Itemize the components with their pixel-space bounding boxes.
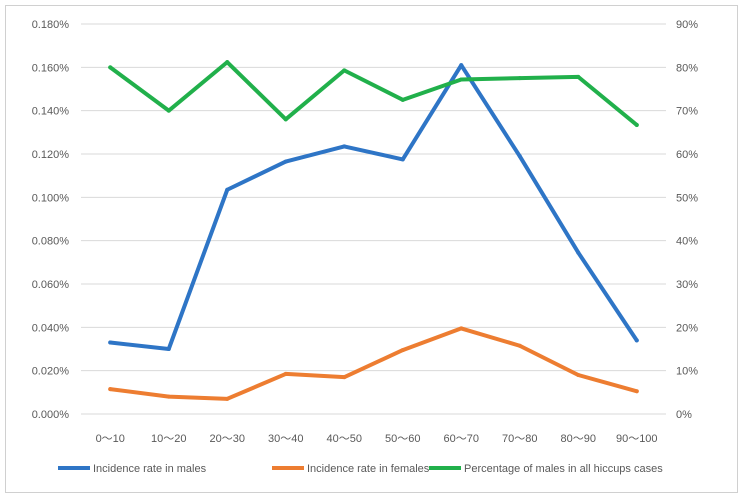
line-chart: 0.000% 0.020% 0.040% 0.060% 0.080% 0.100% 0.12… (32, 19, 699, 475)
series-1-point (634, 338, 639, 343)
series-2-point (108, 387, 113, 392)
legend-label: Incidence rate in males (93, 463, 207, 475)
x-tick-label: 30～40 (268, 433, 303, 445)
series-1-point (459, 63, 464, 68)
left-tick-label: 0.140% (32, 106, 70, 118)
x-axis: 0～10 10～20 20～30 30～40 40～50 50～60 60～70 70～80 8… (96, 433, 658, 445)
right-tick-label: 50% (676, 192, 698, 204)
series-1-point (166, 347, 171, 351)
right-tick-label: 10% (676, 366, 698, 378)
series-1-point (225, 187, 230, 192)
series-3-point (634, 122, 639, 127)
series-2-point (634, 389, 639, 394)
legend: Incidence rate in males Incidence rate in… (58, 463, 663, 475)
left-tick-label: 0.080% (32, 236, 70, 248)
series-1-point (576, 250, 581, 255)
right-tick-label: 80% (676, 62, 698, 74)
x-tick-label: 10～20 (151, 433, 186, 445)
series-line-2 (108, 326, 639, 401)
chart-frame: 0.000% 0.020% 0.040% 0.060% 0.080% 0.100% 0.12… (5, 5, 738, 493)
series-1-point (108, 340, 113, 345)
series-3-point (576, 74, 581, 79)
series-lines (108, 60, 639, 401)
series-3-point (225, 60, 230, 65)
series-2-point (166, 394, 171, 399)
x-tick-label: 0～10 (96, 433, 125, 445)
right-tick-label: 40% (676, 236, 698, 248)
series-3-point (283, 117, 288, 122)
x-tick-label: 90～100 (616, 433, 658, 445)
x-tick-label: 80～90 (561, 433, 596, 445)
right-y-axis: 0% 10% 20% 30% 40% 50% 60% 70% 80% 90% (676, 19, 698, 421)
legend-label: Incidence rate in females (307, 463, 430, 475)
left-tick-label: 0.100% (32, 192, 70, 204)
legend-label: Percentage of males in all hiccups cases (464, 463, 663, 475)
x-tick-label: 20～30 (210, 433, 245, 445)
right-tick-label: 0% (676, 409, 692, 421)
series-line-3 (108, 60, 639, 127)
series-3-point (517, 76, 522, 81)
right-tick-label: 60% (676, 149, 698, 161)
right-tick-label: 70% (676, 106, 698, 118)
series-1-point (342, 144, 347, 149)
gridlines (81, 23, 666, 415)
left-tick-label: 0.040% (32, 322, 70, 334)
series-3-point (166, 108, 171, 113)
series-2-point (400, 348, 405, 353)
x-tick-label: 60～70 (444, 433, 479, 445)
series-2-point (225, 396, 230, 401)
x-tick-label: 40～50 (327, 433, 362, 445)
x-tick-label: 50～60 (385, 433, 420, 445)
left-tick-label: 0.160% (32, 62, 70, 74)
series-3-point (400, 97, 405, 102)
left-tick-label: 0.120% (32, 149, 70, 161)
left-tick-label: 0.020% (32, 366, 70, 378)
series-2-point (283, 371, 288, 376)
series-1-point (283, 159, 288, 164)
series-3-point (108, 65, 113, 70)
left-tick-label: 0.000% (32, 409, 70, 421)
left-tick-label: 0.060% (32, 279, 70, 291)
right-tick-label: 30% (676, 279, 698, 291)
series-2-point (576, 373, 581, 377)
series-2-point (459, 326, 464, 331)
right-tick-label: 90% (676, 19, 698, 31)
right-tick-label: 20% (676, 322, 698, 334)
series-line-1 (108, 63, 639, 351)
x-tick-label: 70～80 (502, 433, 537, 445)
left-y-axis: 0.000% 0.020% 0.040% 0.060% 0.080% 0.100% 0.12… (32, 19, 70, 421)
series-3-point (342, 68, 347, 73)
left-tick-label: 0.180% (32, 19, 70, 31)
series-2-point (342, 375, 347, 380)
series-1-point (400, 157, 405, 162)
series-2-point (517, 343, 522, 348)
series-1-point (517, 154, 522, 159)
series-3-point (459, 77, 464, 82)
